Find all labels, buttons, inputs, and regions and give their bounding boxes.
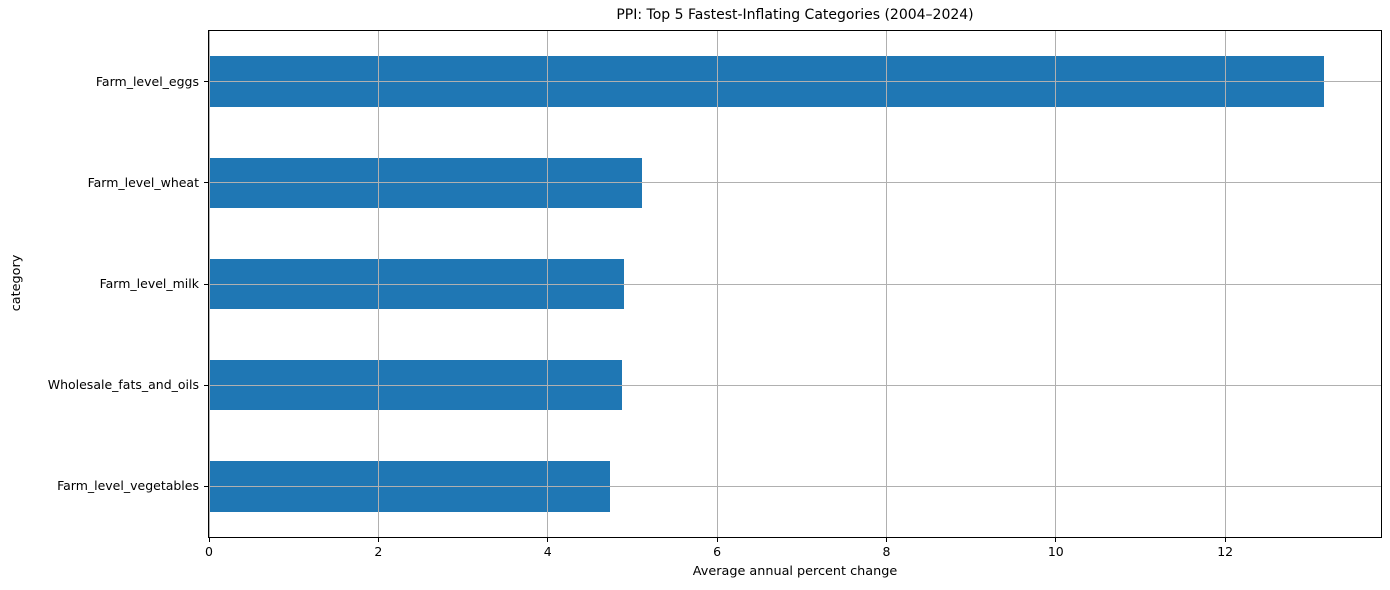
- horizontal-gridline: [209, 81, 1381, 83]
- x-tick-mark: [716, 538, 718, 542]
- y-tick-label-Wholesale_fats_and_oils: Wholesale_fats_and_oils: [47, 377, 199, 393]
- x-tick-mark: [885, 538, 887, 542]
- x-tick-mark: [1055, 538, 1057, 542]
- x-tick-mark: [1224, 538, 1226, 542]
- x-tick-label: 0: [205, 544, 213, 559]
- x-tick-label: 12: [1217, 544, 1234, 559]
- horizontal-gridline: [209, 485, 1381, 487]
- y-tick-label-Farm_level_vegetables: Farm_level_vegetables: [57, 478, 199, 494]
- x-tick-mark: [208, 538, 210, 542]
- chart-title: PPI: Top 5 Fastest-Inflating Categories …: [616, 7, 974, 23]
- horizontal-gridline: [209, 283, 1381, 285]
- y-tick-label-Farm_level_wheat: Farm_level_wheat: [87, 174, 199, 190]
- y-tick-label-Farm_level_eggs: Farm_level_eggs: [95, 73, 199, 89]
- horizontal-gridline: [209, 182, 1381, 184]
- x-tick-label: 8: [882, 544, 891, 559]
- x-tick-mark: [377, 538, 379, 542]
- x-tick-label: 4: [543, 544, 552, 559]
- horizontal-gridline: [209, 384, 1381, 386]
- plot-area: [208, 30, 1382, 538]
- x-axis-label: Average annual percent change: [692, 564, 898, 579]
- y-tick-mark: [204, 384, 208, 386]
- y-tick-mark: [204, 81, 208, 83]
- y-tick-mark: [204, 485, 208, 487]
- x-tick-label: 6: [713, 544, 722, 559]
- x-tick-mark: [547, 538, 549, 542]
- y-tick-mark: [204, 283, 208, 285]
- y-tick-label-Farm_level_milk: Farm_level_milk: [99, 276, 199, 291]
- x-tick-label: 2: [374, 544, 383, 559]
- y-tick-mark: [204, 182, 208, 184]
- x-tick-label: 10: [1047, 544, 1064, 559]
